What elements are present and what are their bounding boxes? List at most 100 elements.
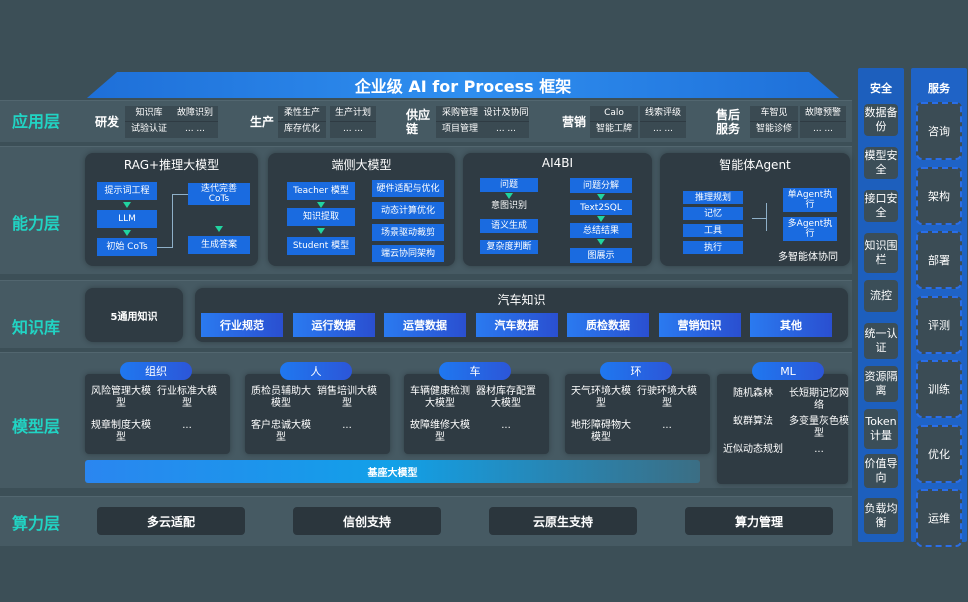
service-item[interactable]: 优化 <box>916 424 962 483</box>
knowledge-item[interactable]: 质检数据 <box>567 313 649 337</box>
app-item[interactable]: 车智见 <box>750 106 798 122</box>
model-item[interactable]: ... <box>662 420 672 431</box>
agent-exec[interactable]: 多Agent执行 <box>783 217 837 241</box>
knowledge-item[interactable]: 运行数据 <box>292 313 375 337</box>
model-item[interactable]: 地形障碍物大模型 <box>571 420 631 443</box>
edge-step[interactable]: Student 模型 <box>287 237 355 255</box>
agent-exec[interactable]: 单Agent执行 <box>783 188 837 212</box>
ai4bi-right-step[interactable]: Text2SQL <box>570 200 632 215</box>
app-item[interactable]: 故障识别 <box>172 106 218 122</box>
app-item[interactable]: ... ... <box>342 124 364 134</box>
model-item[interactable]: 质检员辅助大模型 <box>251 386 311 409</box>
model-item[interactable]: 天气环境大模型 <box>571 386 631 409</box>
model-item[interactable]: 行业标准大模型 <box>157 386 217 409</box>
ai4bi-right-step[interactable]: 图展示 <box>570 248 632 263</box>
model-item[interactable]: 随机森林 <box>733 388 773 399</box>
edge-feature[interactable]: 硬件适配与优化 <box>372 180 444 197</box>
edge-step[interactable]: Teacher 模型 <box>287 182 355 200</box>
app-item[interactable]: ... ... <box>495 124 517 134</box>
app-item[interactable]: 线索评级 <box>640 106 686 122</box>
agent-module[interactable]: 工具 <box>683 224 743 237</box>
model-item[interactable]: 规章制度大模型 <box>91 420 151 443</box>
knowledge-item[interactable]: 运营数据 <box>384 313 466 337</box>
app-item[interactable]: 知识库 <box>125 106 173 122</box>
app-item[interactable]: ... ... <box>812 124 834 134</box>
security-item[interactable]: 负载均衡 <box>864 498 898 534</box>
model-item[interactable]: 风险管理大模型 <box>91 386 151 409</box>
ai4bi-left-step[interactable]: 语义生成 <box>480 219 538 233</box>
knowledge-item[interactable]: 行业规范 <box>201 313 283 337</box>
model-item[interactable]: 客户忠诚大模型 <box>251 420 311 443</box>
connector-line <box>766 203 767 231</box>
compute-item[interactable]: 多云适配 <box>97 507 245 535</box>
app-item[interactable]: 采购管理 <box>436 106 484 122</box>
security-item[interactable]: 模型安全 <box>864 147 898 179</box>
compute-item[interactable]: 信创支持 <box>293 507 441 535</box>
service-item[interactable]: 架构 <box>916 166 962 225</box>
model-item[interactable]: 长短期记忆网络 <box>789 388 849 411</box>
security-item[interactable]: 流控 <box>864 280 898 312</box>
ai4bi-left-step[interactable]: 问题 <box>480 178 538 192</box>
edge-feature[interactable]: 动态计算优化 <box>372 202 444 219</box>
service-item[interactable]: 运维 <box>916 489 962 547</box>
app-item[interactable]: 设计及协同 <box>483 106 529 122</box>
app-item[interactable]: 智能工牌 <box>595 124 632 134</box>
app-item[interactable]: ... ... <box>184 124 206 134</box>
edge-feature[interactable]: 端云协同架构 <box>372 245 444 262</box>
ai4bi-right-step[interactable]: 问题分解 <box>570 178 632 193</box>
model-item[interactable]: 多变量灰色模型 <box>789 416 849 439</box>
knowledge-item[interactable]: 其他 <box>750 313 832 337</box>
card-title: RAG+推理大模型 <box>123 158 220 172</box>
security-item[interactable]: Token计量 <box>864 409 898 449</box>
compute-item[interactable]: 云原生支持 <box>489 507 637 535</box>
model-item[interactable]: ... <box>814 444 824 455</box>
model-item[interactable]: 车辆健康检测大模型 <box>410 386 470 409</box>
edge-step[interactable]: 知识提取 <box>287 208 355 226</box>
model-item[interactable]: ... <box>342 420 352 431</box>
security-item[interactable]: 资源隔离 <box>864 366 898 402</box>
service-item[interactable]: 训练 <box>916 360 962 418</box>
model-item[interactable]: 故障维修大模型 <box>410 420 470 443</box>
service-item[interactable]: 咨询 <box>916 102 962 160</box>
security-item[interactable]: 知识围栏 <box>864 233 898 273</box>
model-item[interactable]: 行驶环境大模型 <box>637 386 697 409</box>
model-item[interactable]: 蚁群算法 <box>733 416 773 427</box>
model-item[interactable]: ... <box>501 420 511 431</box>
service-item[interactable]: 评测 <box>916 295 962 354</box>
model-item[interactable]: 器材库存配置大模型 <box>476 386 536 409</box>
model-item[interactable]: 销售培训大模型 <box>317 386 377 409</box>
app-item[interactable]: ... ... <box>652 124 674 134</box>
agent-module[interactable]: 记忆 <box>683 207 743 220</box>
security-item[interactable]: 数据备份 <box>864 104 898 136</box>
security-item[interactable]: 统一认证 <box>864 323 898 359</box>
rag-step[interactable]: 提示词工程 <box>97 182 157 200</box>
agent-module[interactable]: 执行 <box>683 241 743 254</box>
ai4bi-left-step[interactable]: 意图识别 <box>490 201 527 211</box>
app-item[interactable]: 柔性生产 <box>278 106 326 122</box>
app-item[interactable]: 库存优化 <box>283 124 320 134</box>
compute-item[interactable]: 算力管理 <box>685 507 833 535</box>
rag-step[interactable]: 初始 CoTs <box>97 238 157 256</box>
rag-refine[interactable]: 迭代完善 CoTs <box>188 183 250 205</box>
service-item[interactable]: 部署 <box>916 231 962 289</box>
model-item[interactable]: 近似动态规划 <box>723 444 783 455</box>
rag-step[interactable]: LLM <box>97 210 157 228</box>
edge-feature[interactable]: 场景驱动裁剪 <box>372 224 444 241</box>
app-item[interactable]: 智能诊修 <box>755 124 792 134</box>
model-item[interactable]: ... <box>182 420 192 431</box>
agent-module[interactable]: 推理规划 <box>683 191 743 204</box>
knowledge-item[interactable]: 营销知识 <box>658 313 741 337</box>
app-item[interactable]: 试验认证 <box>130 124 167 134</box>
app-item[interactable]: 生产计划 <box>330 106 376 122</box>
security-item[interactable]: 接口安全 <box>864 190 898 222</box>
app-item[interactable]: Calo <box>590 106 638 122</box>
base-model-bar: 基座大模型 <box>85 460 700 483</box>
app-item[interactable]: 故障预警 <box>800 106 846 122</box>
app-item[interactable]: 项目管理 <box>441 124 478 134</box>
ai4bi-left-step[interactable]: 复杂度判断 <box>480 240 538 254</box>
security-item[interactable]: 价值导向 <box>864 454 898 488</box>
ai4bi-right-step[interactable]: 总结结果 <box>570 223 632 238</box>
knowledge-item[interactable]: 汽车数据 <box>475 313 558 337</box>
model-group-title: 车 <box>439 362 511 380</box>
rag-answer[interactable]: 生成答案 <box>188 236 250 254</box>
